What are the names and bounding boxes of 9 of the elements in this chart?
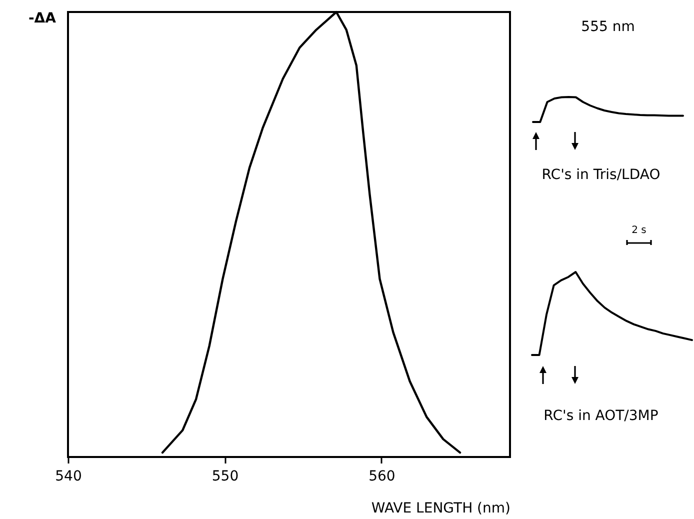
text: RC's in Tris/LDAO — [542, 167, 660, 183]
y-axis-title: -ΔA — [28, 10, 56, 26]
chart-title: 555 nm — [581, 19, 635, 35]
x-tick-label: 540 — [55, 468, 82, 484]
text: 2 s — [632, 225, 646, 236]
x-tick-label: 550 — [212, 468, 239, 484]
x-tick-label: 560 — [368, 468, 396, 484]
x-axis-title: WAVE LENGTH (nm) — [371, 500, 510, 516]
text: RC's in AOT/3MP — [544, 408, 658, 424]
